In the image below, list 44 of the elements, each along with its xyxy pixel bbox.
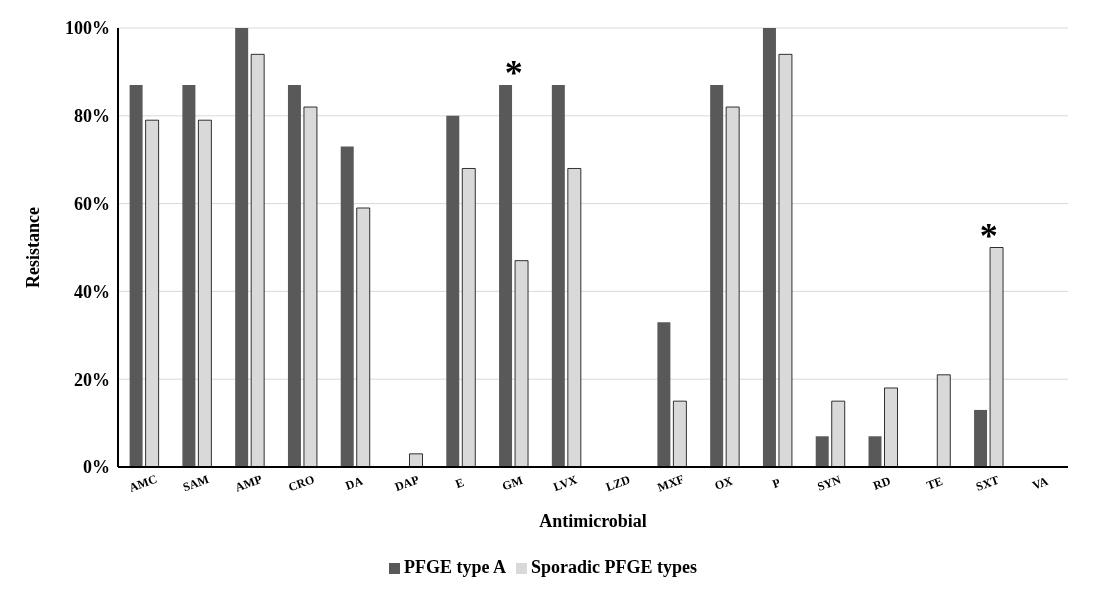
x-tick-label: GM xyxy=(500,473,525,494)
bar xyxy=(710,85,724,467)
bar xyxy=(340,146,354,467)
x-tick-label: VA xyxy=(1030,473,1051,493)
bar xyxy=(446,115,460,467)
annotation: * xyxy=(504,53,523,94)
bar xyxy=(868,436,882,467)
bar xyxy=(657,322,671,467)
x-tick-label: LVX xyxy=(551,472,580,494)
x-tick-label: RD xyxy=(871,473,893,493)
bar xyxy=(499,85,513,467)
x-tick-label: SXT xyxy=(974,472,1001,494)
legend-label: PFGE type A xyxy=(403,557,506,577)
annotation: * xyxy=(979,215,998,256)
x-tick-label: LZD xyxy=(604,472,633,495)
x-tick-label: TE xyxy=(924,473,945,493)
bar xyxy=(287,85,301,467)
x-tick-label: OX xyxy=(712,473,735,493)
x-tick-label: SAM xyxy=(180,472,211,495)
x-tick-label: CRO xyxy=(286,472,317,495)
bar xyxy=(235,28,249,467)
y-tick-label: 40% xyxy=(74,281,110,302)
y-tick-label: 60% xyxy=(74,193,110,214)
y-axis-title: Resistance xyxy=(23,207,44,288)
bar xyxy=(129,85,143,467)
x-tick-label: MXF xyxy=(655,471,687,495)
y-tick-label: 0% xyxy=(83,457,110,478)
bar xyxy=(762,28,776,467)
x-tick-label: SYN xyxy=(815,472,844,494)
x-tick-label: AMC xyxy=(127,471,159,495)
x-tick-label: AMP xyxy=(233,471,264,495)
x-tick-label: DAP xyxy=(392,472,421,495)
legend-label: Sporadic PFGE types xyxy=(530,557,697,577)
bar xyxy=(182,85,196,467)
y-tick-label: 20% xyxy=(74,369,110,390)
bar xyxy=(815,436,829,467)
x-tick-label: E xyxy=(453,475,466,492)
x-axis-title: Antimicrobial xyxy=(539,511,647,531)
x-tick-label: DA xyxy=(343,473,365,493)
bar xyxy=(551,85,565,467)
x-tick-label: P xyxy=(770,475,783,492)
bar xyxy=(974,409,988,467)
y-tick-label: 80% xyxy=(74,106,110,127)
y-tick-label: 100% xyxy=(65,18,110,39)
